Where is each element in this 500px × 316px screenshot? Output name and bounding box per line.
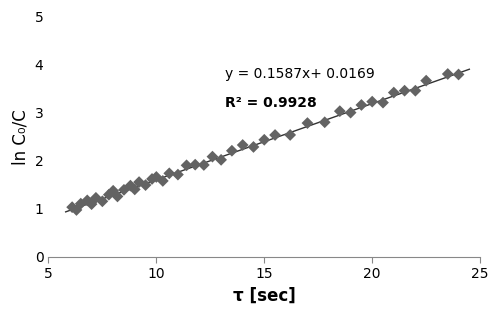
Point [120,187,128,192]
Point [250,144,258,149]
Point [126,183,134,188]
Point [182,163,190,168]
Point [77,201,85,206]
Point [174,172,182,177]
Point [320,120,328,125]
Point [368,99,376,104]
Point [444,71,452,76]
Point [200,162,208,167]
Point [238,143,246,148]
Point [135,179,143,185]
Y-axis label: ln C₀/C: ln C₀/C [11,109,29,165]
Point [142,183,150,188]
Point [105,192,113,197]
Point [390,90,398,95]
Point [336,109,344,114]
Text: R² = 0.9928: R² = 0.9928 [226,96,317,110]
Point [346,110,354,115]
Point [208,154,216,159]
Point [379,100,387,105]
Point [191,162,199,167]
Point [84,198,92,203]
Point [152,174,160,179]
Point [109,188,117,193]
Point [400,88,408,93]
Point [304,120,312,125]
Point [358,102,366,107]
Point [92,195,100,200]
Point [88,202,96,207]
Point [260,137,268,142]
Point [159,178,167,183]
Point [217,157,225,162]
Point [166,171,173,176]
X-axis label: τ [sec]: τ [sec] [233,287,296,305]
Point [454,72,462,77]
Point [271,132,279,137]
Point [286,132,294,137]
Point [412,88,420,93]
Point [98,199,106,204]
Point [148,176,156,181]
Point [228,148,236,153]
Point [422,78,430,83]
Point [114,194,122,199]
Point [72,207,80,212]
Point [68,205,76,210]
Text: y = 0.1587x+ 0.0169: y = 0.1587x+ 0.0169 [226,68,375,82]
Point [131,187,139,192]
